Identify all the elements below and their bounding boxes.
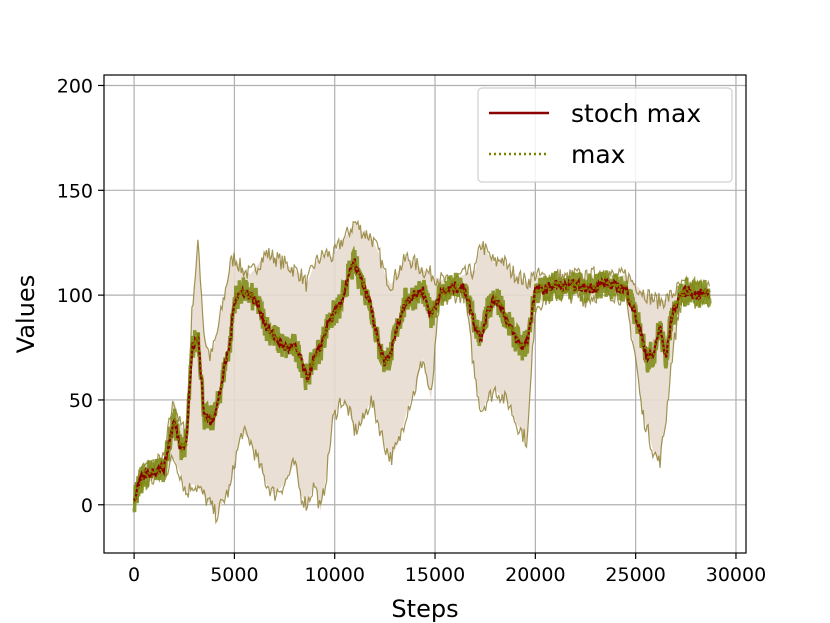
- legend-label-stoch-max: stoch max: [571, 99, 701, 128]
- x-tick-label: 5000: [210, 564, 258, 586]
- x-tick-label: 30000: [706, 564, 766, 586]
- y-tick-label: 150: [57, 180, 93, 202]
- x-tick-label: 10000: [304, 564, 364, 586]
- x-tick-label: 25000: [605, 564, 665, 586]
- y-tick-label: 100: [57, 285, 93, 307]
- min-max-band: [133, 219, 711, 525]
- y-tick-label: 50: [69, 390, 93, 412]
- series-lines: [132, 245, 712, 513]
- legend-label-max: max: [571, 140, 625, 169]
- axis-ticks: 0 5000 10000 15000 20000 25000 30000 0 50 100 150 2…: [57, 75, 766, 586]
- x-tick-label: 15000: [405, 564, 465, 586]
- y-axis-label: Values: [12, 275, 40, 353]
- band-upper-edge: [133, 219, 711, 503]
- band-area: [134, 221, 710, 516]
- y-tick-label: 200: [57, 75, 93, 97]
- band-lower-edge: [133, 283, 710, 525]
- x-tick-label: 0: [128, 564, 140, 586]
- legend: stoch max max: [477, 87, 733, 183]
- x-tick-label: 20000: [505, 564, 565, 586]
- legend-box: [477, 87, 733, 183]
- y-tick-label: 0: [81, 495, 93, 517]
- x-axis-label: Steps: [391, 595, 458, 623]
- plot-frame: [103, 74, 747, 554]
